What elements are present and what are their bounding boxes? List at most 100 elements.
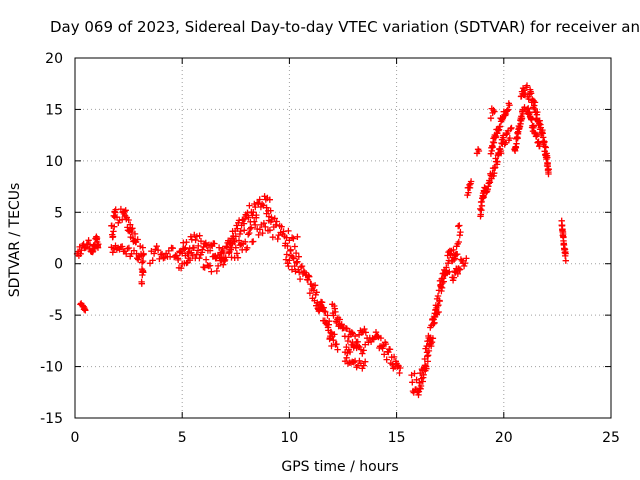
data-point — [379, 345, 386, 352]
data-point — [313, 289, 320, 296]
data-point — [77, 250, 84, 257]
data-point — [291, 243, 298, 250]
data-point — [255, 200, 262, 207]
data-point — [411, 370, 418, 377]
data-point — [359, 365, 366, 372]
data-point — [292, 249, 300, 257]
data-point — [95, 241, 102, 248]
data-marks — [73, 82, 569, 399]
data-point — [454, 270, 461, 277]
data-point — [294, 233, 301, 240]
data-point — [527, 90, 535, 97]
data-point — [125, 244, 133, 252]
data-point — [177, 265, 185, 272]
data-point — [533, 131, 541, 138]
data-point — [287, 247, 294, 254]
data-point — [306, 273, 313, 280]
y-tick-label: 15 — [45, 102, 63, 118]
data-point — [504, 107, 511, 114]
data-point — [397, 364, 404, 372]
data-point — [460, 262, 468, 270]
data-point — [124, 245, 131, 252]
data-point — [462, 259, 469, 267]
data-point — [536, 117, 543, 124]
data-point — [234, 254, 242, 261]
data-point — [332, 308, 339, 316]
y-tick-label: -15 — [40, 411, 63, 427]
data-point — [562, 257, 569, 264]
data-point — [122, 207, 129, 214]
data-point — [331, 331, 338, 338]
data-point — [247, 225, 254, 232]
data-point — [111, 223, 118, 230]
data-point — [502, 139, 509, 146]
data-point — [194, 247, 202, 254]
data-point — [198, 249, 206, 256]
y-axis-label: SDTVAR / TECUs — [7, 183, 23, 298]
data-point — [361, 325, 368, 333]
data-point — [282, 256, 290, 263]
data-point — [321, 308, 328, 315]
data-point — [252, 221, 259, 229]
data-point — [457, 228, 464, 236]
data-point — [230, 235, 237, 243]
data-point — [454, 251, 461, 258]
data-point — [250, 209, 257, 216]
x-axis-label: GPS time / hours — [281, 459, 398, 475]
data-point — [258, 201, 266, 208]
data-point — [297, 263, 305, 271]
data-point — [149, 257, 156, 264]
data-point — [158, 250, 166, 258]
data-point — [480, 194, 487, 201]
data-point — [324, 312, 331, 319]
data-point — [236, 230, 244, 238]
data-point — [129, 225, 136, 232]
x-tick-label: 15 — [388, 430, 406, 446]
data-point — [154, 247, 162, 254]
data-point — [298, 262, 306, 270]
data-point — [434, 302, 441, 310]
data-point — [119, 243, 126, 250]
data-point — [274, 235, 281, 243]
y-tick-label: 10 — [45, 154, 63, 170]
chart-title: Day 069 of 2023, Sidereal Day-to-day VTE… — [50, 18, 640, 36]
data-point — [545, 166, 552, 173]
data-point — [273, 218, 280, 225]
data-point — [305, 272, 312, 279]
data-point — [522, 89, 529, 97]
data-point — [362, 341, 369, 348]
data-point — [420, 371, 427, 378]
data-point — [241, 227, 248, 234]
data-point — [348, 329, 355, 336]
data-point — [138, 259, 146, 266]
data-point — [266, 227, 274, 234]
data-point — [289, 253, 296, 261]
data-point — [182, 244, 189, 251]
data-point — [281, 242, 289, 249]
data-point — [251, 200, 258, 208]
data-point — [110, 212, 117, 219]
data-point — [424, 358, 431, 365]
data-point — [416, 379, 423, 386]
data-point — [523, 82, 531, 89]
data-point — [267, 207, 274, 214]
data-point — [417, 382, 425, 390]
data-point — [528, 116, 535, 123]
data-point — [288, 234, 296, 241]
data-point — [242, 238, 249, 245]
data-point — [215, 244, 223, 251]
data-point — [428, 338, 436, 346]
data-point — [82, 244, 89, 251]
data-point — [240, 220, 248, 227]
data-point — [219, 247, 226, 255]
data-point — [246, 229, 253, 237]
data-point — [534, 108, 541, 116]
data-point — [244, 209, 251, 216]
data-point — [503, 131, 510, 138]
data-point — [424, 352, 432, 359]
data-point — [293, 259, 300, 266]
data-point — [253, 214, 260, 221]
data-point — [372, 329, 380, 336]
data-point — [296, 269, 303, 276]
data-point — [350, 359, 357, 366]
